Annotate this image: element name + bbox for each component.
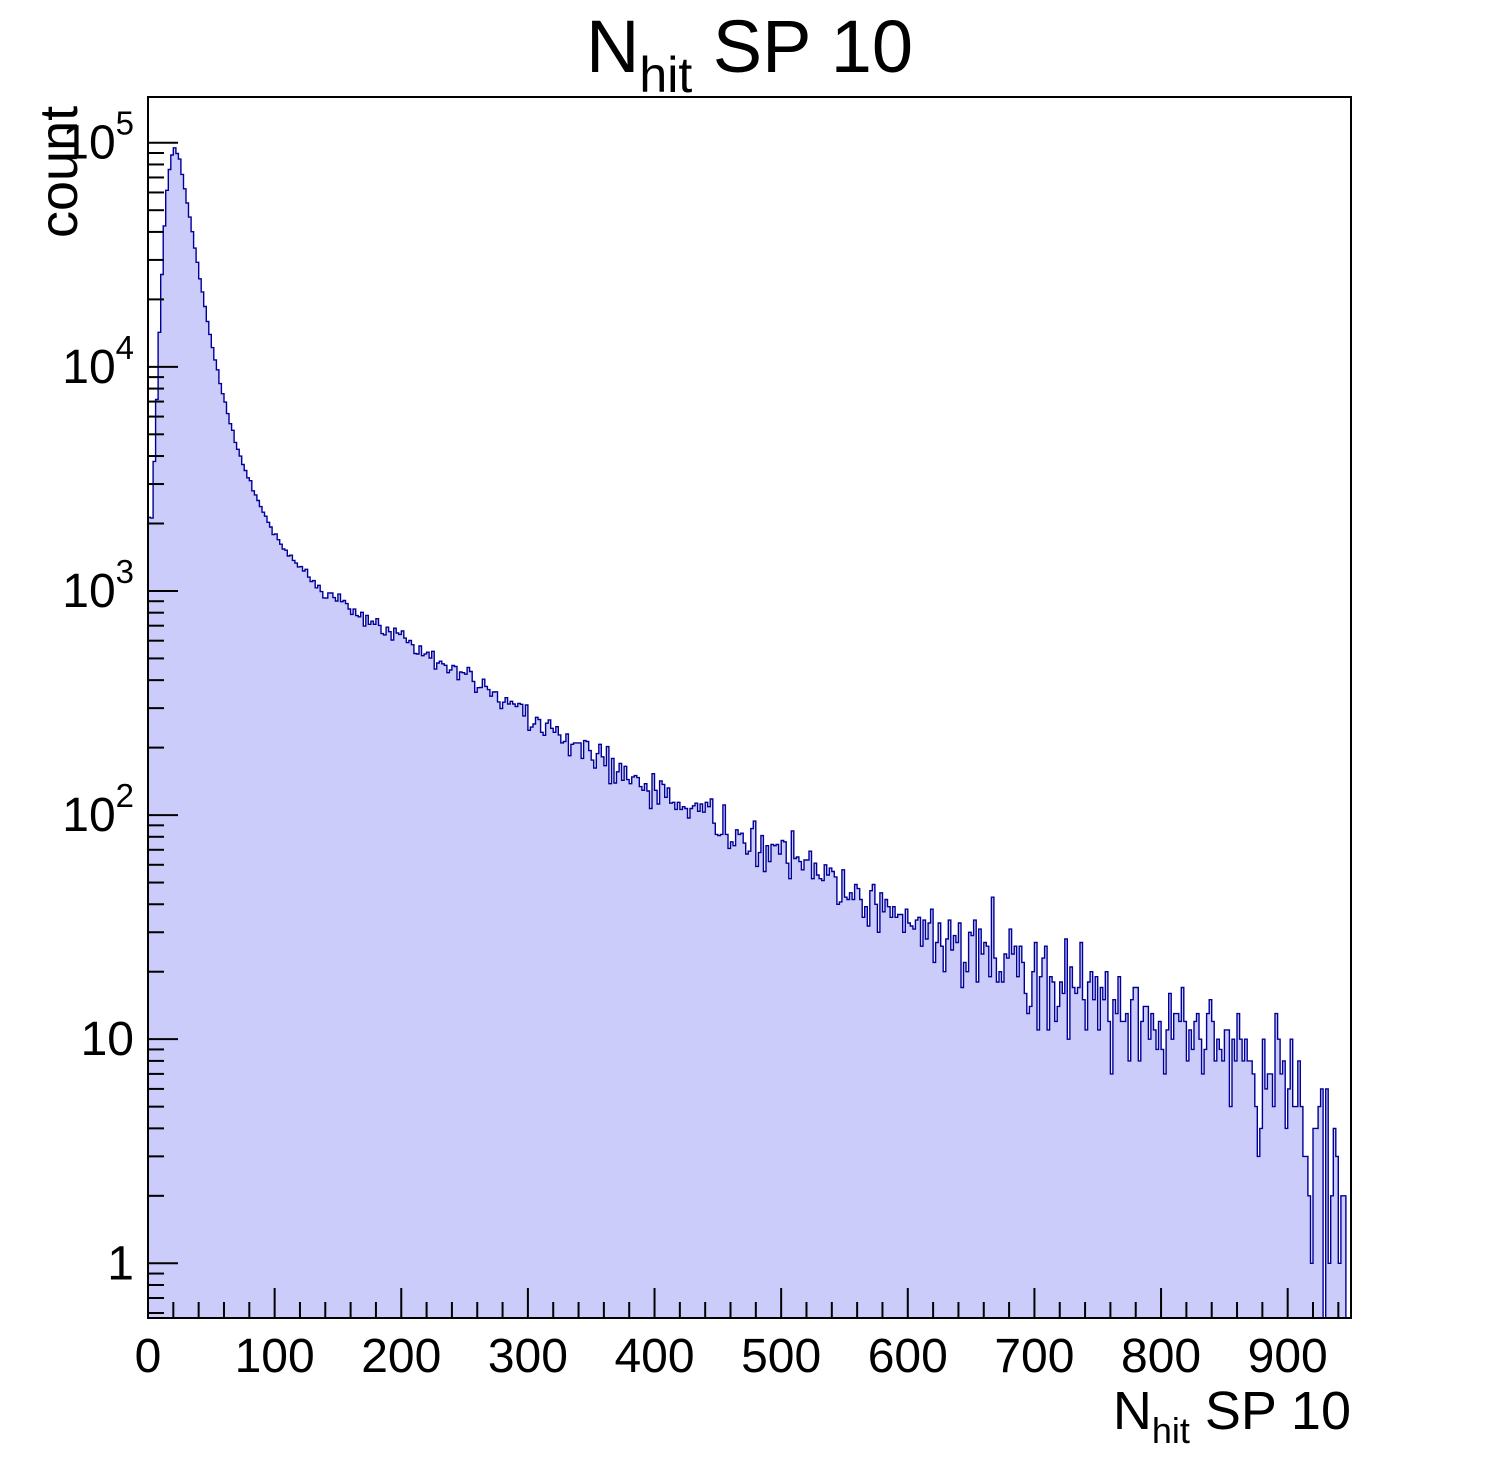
x-tick-label: 400 [614,1330,694,1383]
x-tick-label: 700 [994,1330,1074,1383]
x-title-sub: hit [1151,1410,1190,1451]
histogram-outline [147,147,1351,1319]
x-tick-label: 100 [235,1330,315,1383]
chart-title-sub: hit [639,47,693,103]
x-title-rest: SP 10 [1189,1381,1351,1441]
y-tick-label: 102 [62,777,134,842]
y-axis-labels: 1 10 102 103 104 105 [62,105,134,1291]
x-tick-label: 800 [1121,1330,1201,1383]
y-tick-label: 105 [62,105,134,170]
y-tick-label: 1 [107,1237,134,1290]
x-title-main: N [1112,1381,1152,1441]
chart-title-rest: SP 10 [692,5,914,88]
histogram-fill [148,147,1351,1318]
x-axis-ticks [147,1288,1340,1318]
x-axis-labels: 0 100 200 300 400 500 600 700 800 900 [135,1330,1328,1383]
x-tick-label: 900 [1248,1330,1328,1383]
x-tick-label: 300 [488,1330,568,1383]
y-axis-ticks [148,141,178,1315]
y-tick-label: 104 [62,329,134,394]
chart-title: Nhit SP 10 [148,4,1351,104]
y-tick-label: 103 [62,553,134,618]
x-tick-label: 200 [361,1330,441,1383]
y-tick-label: 10 [81,1013,134,1066]
histogram-series [147,147,1351,1319]
x-tick-label: 600 [868,1330,948,1383]
x-tick-label: 0 [135,1330,162,1383]
x-axis-title: Nhit SP 10 [1000,1380,1351,1452]
chart-title-main: N [585,5,640,88]
x-tick-label: 500 [741,1330,821,1383]
